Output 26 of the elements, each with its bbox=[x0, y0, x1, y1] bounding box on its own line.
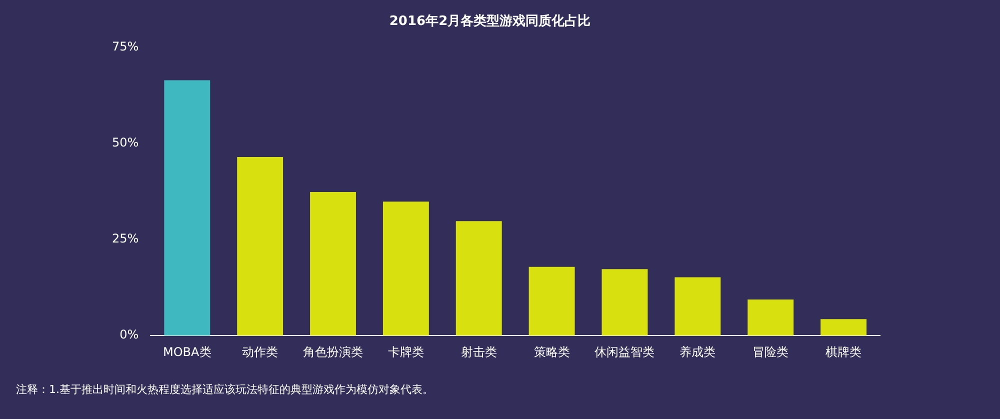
bar bbox=[674, 277, 721, 336]
x-tick-label: 养成类 bbox=[680, 344, 716, 359]
x-tick-label: 动作类 bbox=[242, 344, 278, 359]
y-tick-label: 25% bbox=[112, 232, 139, 246]
chart-title: 2016年2月各类型游戏同质化占比 bbox=[389, 13, 591, 30]
x-tick-label: 棋牌类 bbox=[826, 344, 862, 359]
bar bbox=[528, 266, 575, 336]
x-tick-label: 射击类 bbox=[460, 344, 497, 359]
x-tick-label: 策略类 bbox=[534, 344, 570, 359]
x-tick-label: 卡牌类 bbox=[388, 344, 424, 359]
bar bbox=[820, 319, 867, 336]
bar bbox=[164, 80, 210, 336]
x-tick-label: 冒险类 bbox=[752, 344, 789, 359]
y-tick-label: 75% bbox=[112, 40, 139, 54]
bar bbox=[237, 157, 284, 336]
bar bbox=[602, 269, 648, 336]
bar bbox=[382, 202, 429, 336]
bar bbox=[748, 300, 794, 336]
x-tick-label: MOBA类 bbox=[163, 344, 212, 359]
x-tick-label: 休闲益智类 bbox=[594, 344, 655, 359]
x-tick-label: 角色扮演类 bbox=[303, 344, 364, 359]
y-tick-label: 50% bbox=[112, 136, 139, 150]
bar bbox=[456, 221, 502, 336]
text: 注释：1.基于推出时间和火热程度选择适应该玩法特征的典型游戏作为模仿对象代表。 bbox=[16, 382, 434, 397]
y-tick-label: 0% bbox=[120, 328, 139, 342]
bar bbox=[310, 192, 356, 336]
